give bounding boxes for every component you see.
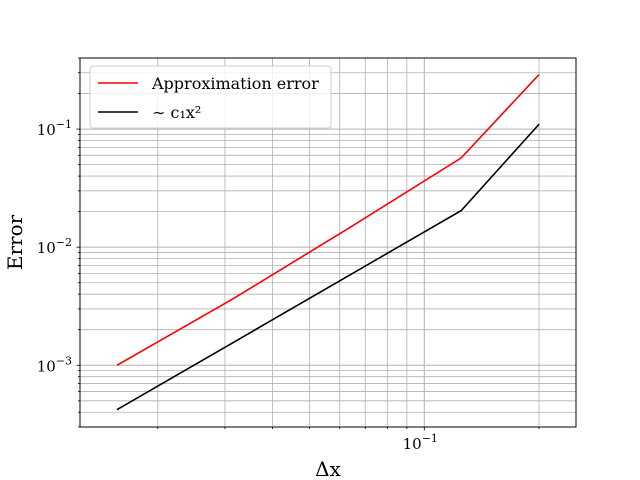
y-tick-label: 10−1 (37, 118, 72, 139)
tick-labels: 10−1 10−3 10−2 10−1 (37, 118, 438, 453)
x-axis-label: Δx (315, 457, 341, 480)
legend-label-reference-slope: ∼ c₁x² (152, 103, 201, 122)
legend: Approximation error ∼ c₁x² (89, 65, 332, 129)
y-axis-label: Error (3, 214, 27, 270)
ticks (76, 57, 540, 431)
series-line-0 (116, 73, 540, 366)
series-layer (116, 73, 540, 411)
series-line-1 (116, 123, 540, 411)
y-tick-label: 10−3 (37, 354, 72, 375)
x-tick-label: 10−1 (403, 432, 438, 453)
legend-label-approximation-error: Approximation error (151, 74, 319, 93)
y-tick-label: 10−2 (37, 236, 72, 257)
plot-frame (79, 57, 577, 428)
legend-box (89, 65, 332, 129)
